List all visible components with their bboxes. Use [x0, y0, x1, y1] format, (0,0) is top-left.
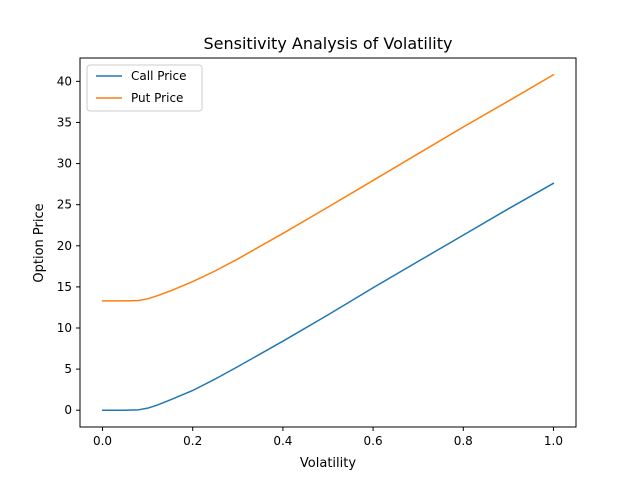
x-axis-label: Volatility	[300, 456, 356, 471]
axes-frame	[79, 57, 577, 428]
series-line-call-price	[101, 182, 555, 411]
y-tick-label: 25	[57, 198, 72, 212]
y-tick-label: 35	[57, 115, 72, 129]
chart-title: Sensitivity Analysis of Volatility	[204, 34, 453, 53]
x-axis-ticks: 0.0 0.2 0.4 0.6 0.8 1.0	[93, 427, 563, 448]
x-tick-label: 1.0	[544, 434, 563, 448]
y-axis-ticks: 0 5 10 15 20 25 30 35 40	[57, 74, 80, 417]
x-tick-label: 0.6	[364, 434, 383, 448]
y-tick-label: 40	[57, 74, 72, 88]
x-tick-label: 0.4	[273, 434, 292, 448]
legend-label: Call Price	[131, 69, 187, 83]
x-tick-label: 0.0	[93, 434, 112, 448]
x-tick-label: 0.8	[454, 434, 473, 448]
y-tick-label: 15	[57, 280, 72, 294]
series-lines	[101, 74, 555, 411]
legend-label: Put Price	[131, 91, 183, 105]
y-tick-label: 20	[57, 239, 72, 253]
y-tick-label: 30	[57, 157, 72, 171]
y-tick-label: 10	[57, 321, 72, 335]
y-tick-label: 0	[64, 403, 72, 417]
y-axis-label: Option Price	[32, 203, 47, 282]
legend: Call Price Put Price	[86, 64, 203, 112]
series-line-put-price	[101, 74, 555, 302]
y-tick-label: 5	[64, 362, 72, 376]
x-tick-label: 0.2	[183, 434, 202, 448]
